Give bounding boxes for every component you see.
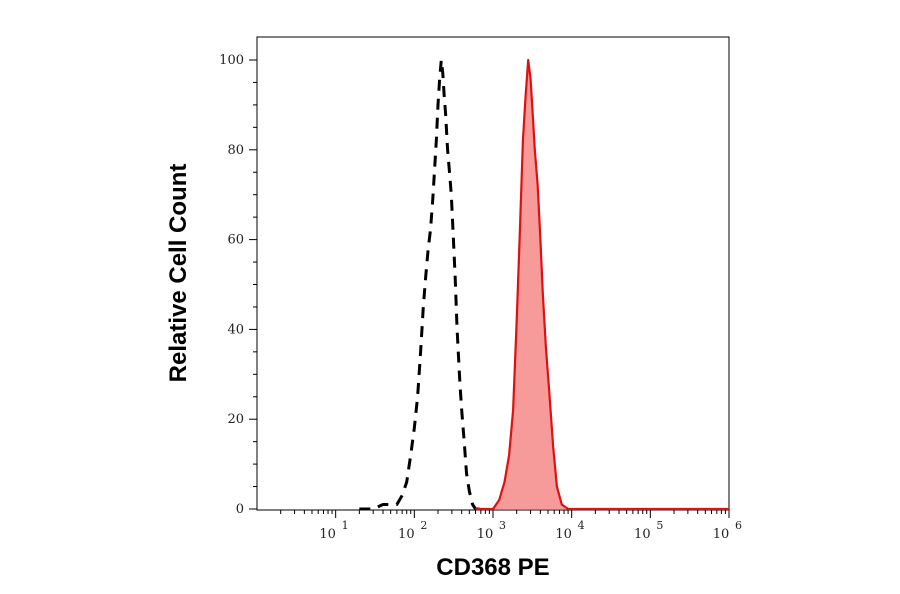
series-0-line [359, 58, 481, 511]
x-tick-label-10^1: 10 [319, 527, 336, 542]
x-tick-label-10^6: 10 [713, 527, 730, 542]
axis-layer: 0 20 40 60 80 100 10 1 10 2 10 3 10 4 10 5 10 6 [219, 53, 742, 542]
x-tick-exponent-6: 6 [735, 519, 742, 532]
x-tick-exponent-3: 3 [499, 519, 506, 532]
y-tick-label-100: 100 [219, 53, 244, 68]
x-axis-title: CD368 PE [436, 554, 549, 581]
y-tick-label-60: 60 [227, 233, 244, 248]
x-tick-exponent-5: 5 [656, 519, 663, 532]
series-layer [359, 58, 729, 511]
y-tick-label-0: 0 [236, 502, 244, 517]
y-tick-label-40: 40 [227, 322, 244, 337]
plot-frame [256, 36, 730, 511]
y-tick-label-80: 80 [227, 143, 244, 158]
x-tick-label-10^3: 10 [477, 527, 494, 542]
x-tick-exponent-4: 4 [578, 519, 585, 532]
x-tick-exponent-1: 1 [342, 519, 349, 532]
x-tick-label-10^4: 10 [555, 527, 572, 542]
series-1-fill [475, 60, 729, 509]
series-1-line [475, 58, 729, 511]
x-tick-label-10^5: 10 [634, 527, 651, 542]
x-tick-exponent-2: 2 [420, 519, 427, 532]
x-tick-label-10^2: 10 [398, 527, 415, 542]
y-axis-title: Relative Cell Count [165, 164, 192, 383]
y-tick-label-20: 20 [227, 412, 244, 427]
